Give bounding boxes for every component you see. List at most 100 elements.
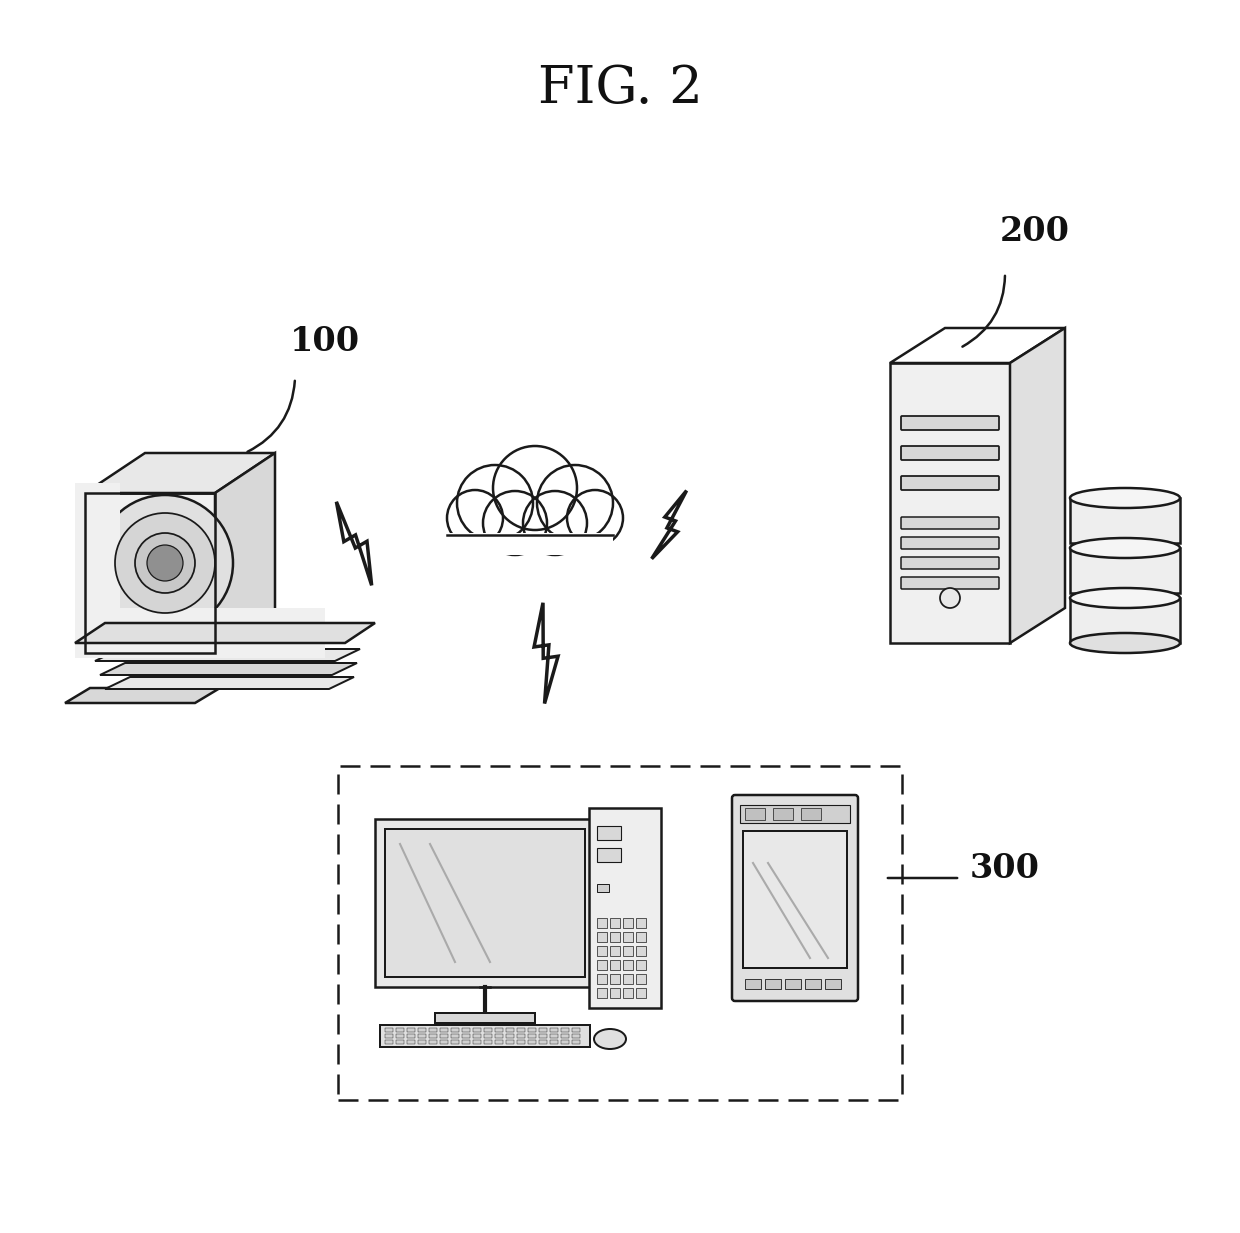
Bar [610,961,620,970]
Bar [379,1025,590,1047]
Polygon shape [534,603,558,704]
Bar [785,979,801,989]
Bar [1070,498,1180,543]
Circle shape [97,494,233,631]
Bar [384,1039,393,1044]
Bar [596,848,621,862]
Bar [418,1028,427,1032]
Bar [506,1028,515,1032]
Bar [506,1034,515,1038]
FancyBboxPatch shape [339,766,901,1100]
Bar [1070,598,1180,642]
Bar [484,1039,492,1044]
Text: FIG. 2: FIG. 2 [538,63,702,113]
Bar [74,608,325,658]
Bar [506,1039,515,1044]
FancyBboxPatch shape [901,577,999,589]
Bar [596,946,608,956]
Bar [495,1034,503,1038]
Bar [396,1039,404,1044]
Bar [396,1034,404,1038]
Polygon shape [64,688,219,703]
Bar [622,946,632,956]
Polygon shape [86,453,275,493]
Bar [463,1028,470,1032]
FancyBboxPatch shape [901,517,999,529]
Bar [374,819,595,986]
Bar [440,1034,448,1038]
Bar [622,932,632,942]
Polygon shape [336,502,372,586]
Bar [596,974,608,984]
Bar [610,932,620,942]
Bar [451,1034,459,1038]
Bar [384,829,585,977]
FancyBboxPatch shape [901,538,999,549]
FancyBboxPatch shape [732,795,858,1001]
Ellipse shape [1070,488,1180,508]
Ellipse shape [1070,538,1180,559]
Bar [745,979,761,989]
Bar [636,974,646,984]
Bar [396,1028,404,1032]
FancyBboxPatch shape [901,476,999,490]
Bar [572,1028,580,1032]
Bar [551,1028,558,1032]
FancyBboxPatch shape [901,557,999,568]
Bar [560,1028,569,1032]
Bar [407,1039,415,1044]
Bar [636,961,646,970]
Bar [429,1039,436,1044]
Bar [418,1039,427,1044]
Polygon shape [1011,328,1065,642]
Polygon shape [652,491,687,559]
Bar [528,1039,536,1044]
Circle shape [458,465,533,541]
Bar [551,1034,558,1038]
Bar [463,1039,470,1044]
Bar [560,1039,569,1044]
Bar [622,974,632,984]
Ellipse shape [1070,633,1180,653]
Bar [636,919,646,928]
Bar [451,1028,459,1032]
Polygon shape [215,453,275,653]
Bar [528,1028,536,1032]
Circle shape [494,446,577,530]
Bar [745,808,765,820]
Bar [517,1028,525,1032]
Bar [435,1014,534,1023]
Bar [384,1034,393,1038]
Circle shape [148,545,184,581]
Bar [636,932,646,942]
Polygon shape [100,663,357,674]
Bar [743,831,847,968]
Bar [765,979,781,989]
Bar [636,946,646,956]
Bar [517,1034,525,1038]
Bar [589,808,661,1009]
Polygon shape [105,677,353,689]
FancyBboxPatch shape [901,446,999,460]
Bar [596,919,608,928]
Bar [622,988,632,997]
Circle shape [523,491,587,555]
Bar [596,988,608,997]
Bar [429,1034,436,1038]
Bar [801,808,821,820]
Text: 100: 100 [290,326,360,358]
FancyBboxPatch shape [901,416,999,430]
Circle shape [484,491,547,555]
Polygon shape [890,328,1065,363]
Bar [596,961,608,970]
Bar [622,919,632,928]
Bar [472,1034,481,1038]
Bar [740,805,849,822]
Bar [825,979,841,989]
Bar [551,1039,558,1044]
Polygon shape [74,623,374,642]
Bar [610,919,620,928]
Bar [451,1039,459,1044]
Ellipse shape [594,1030,626,1049]
Bar [407,1028,415,1032]
